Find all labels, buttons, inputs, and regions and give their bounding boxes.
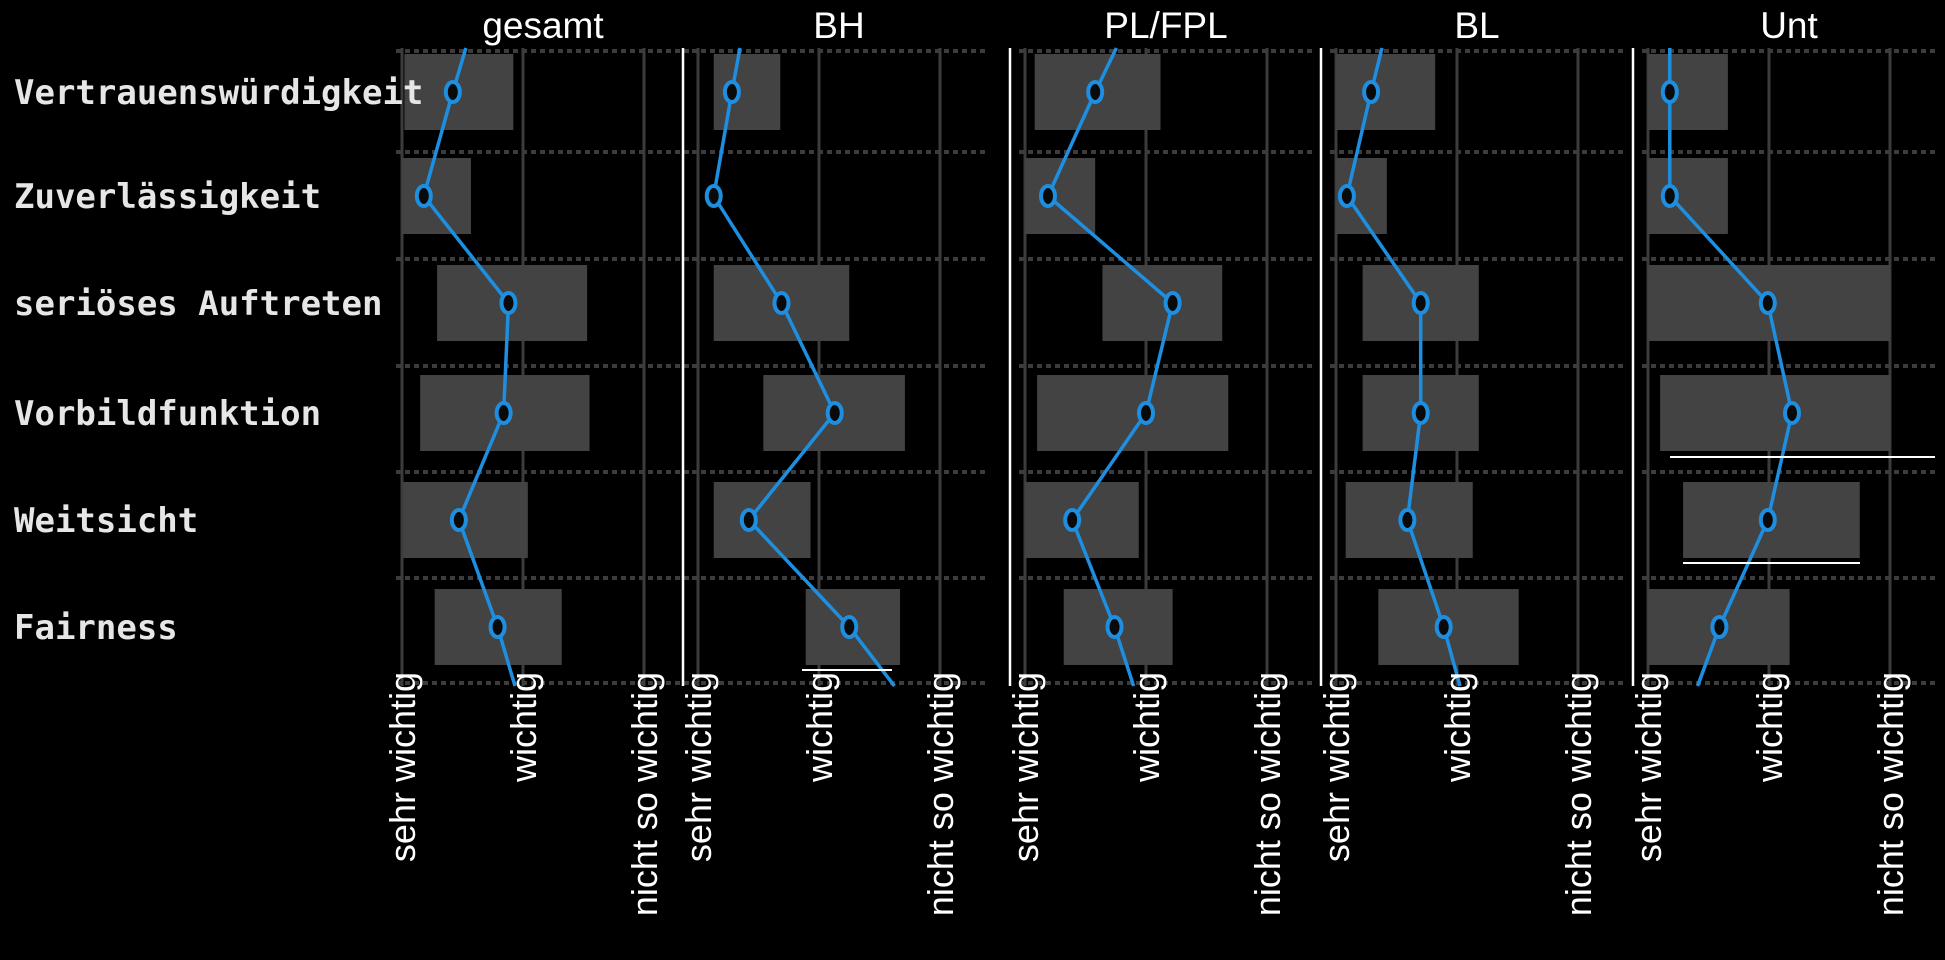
series-line-pl-fpl	[1045, 47, 1175, 687]
data-point-bh-serioses-auftreten	[772, 291, 791, 315]
tick-label-wichtig: wichtig	[1749, 672, 1790, 783]
range-bars	[402, 54, 1890, 665]
tick-label-sehr-wichtig: sehr wichtig	[678, 672, 719, 862]
tick-label-wichtig: wichtig	[799, 672, 840, 783]
tick-label-sehr-wichtig: sehr wichtig	[1628, 672, 1669, 862]
data-point-bh-vorbildfunktion	[825, 401, 844, 425]
data-point-unt-fairness	[1710, 615, 1729, 639]
range-bar-bh-weitsicht	[713, 482, 811, 558]
data-point-gesamt-vertrauenswurdigkeit	[443, 80, 462, 104]
tick-label-sehr-wichtig: sehr wichtig	[382, 672, 423, 862]
data-point-pl-fpl-zuverlassigkeit	[1038, 184, 1057, 208]
data-point-pl-fpl-weitsicht	[1063, 508, 1082, 532]
category-label-vorbildfunktion: Vorbildfunktion	[14, 394, 321, 434]
range-bar-pl-fpl-vorbildfunktion	[1037, 375, 1229, 451]
range-bar-unt-vertrauenswurdigkeit	[1648, 54, 1728, 130]
data-point-gesamt-vorbildfunktion	[494, 401, 513, 425]
data-point-gesamt-serioses-auftreten	[499, 291, 518, 315]
data-point-bl-fairness	[1434, 615, 1453, 639]
tick-label-nicht-so-wichtig: nicht so wichtig	[920, 672, 961, 916]
tick-label-nicht-so-wichtig: nicht so wichtig	[1870, 672, 1911, 916]
panel-title-unt: Unt	[1760, 5, 1818, 46]
tick-label-wichtig: wichtig	[1437, 672, 1478, 783]
panel-title-gesamt: gesamt	[482, 5, 604, 46]
data-point-pl-fpl-serioses-auftreten	[1163, 291, 1182, 315]
data-point-gesamt-weitsicht	[449, 508, 468, 532]
data-point-unt-vorbildfunktion	[1782, 401, 1801, 425]
tick-label-nicht-so-wichtig: nicht so wichtig	[624, 672, 665, 916]
data-point-pl-fpl-vertrauenswurdigkeit	[1086, 80, 1105, 104]
series-line-bh	[711, 47, 896, 688]
data-point-bh-vertrauenswurdigkeit	[722, 80, 741, 104]
data-point-pl-fpl-fairness	[1105, 615, 1124, 639]
tick-label-nicht-so-wichtig: nicht so wichtig	[1558, 672, 1599, 916]
category-label-zuverlassigkeit: Zuverlässigkeit	[14, 177, 321, 217]
series-line-bl	[1345, 47, 1462, 687]
data-point-bl-weitsicht	[1398, 508, 1417, 532]
data-point-unt-weitsicht	[1758, 508, 1777, 532]
range-bar-bl-vertrauenswurdigkeit	[1336, 54, 1436, 130]
range-bar-unt-vorbildfunktion	[1660, 375, 1890, 451]
data-point-gesamt-zuverlassigkeit	[414, 184, 433, 208]
labels: Vertrauenswürdigkeit Zuverlässigkeit seriö…	[14, 5, 1935, 916]
data-point-bl-serioses-auftreten	[1411, 291, 1430, 315]
category-label-serioses-auftreten: seriöses Auftreten	[14, 284, 382, 324]
series-line-unt	[1668, 48, 1794, 687]
panel-title-bh: BH	[813, 5, 864, 46]
tick-label-wichtig: wichtig	[503, 672, 544, 783]
data-point-bh-fairness	[840, 615, 859, 639]
data-point-bl-vorbildfunktion	[1411, 401, 1430, 425]
tick-label-sehr-wichtig: sehr wichtig	[1005, 672, 1046, 862]
data-point-gesamt-fairness	[488, 615, 507, 639]
range-bar-gesamt-zuverlassigkeit	[402, 158, 471, 234]
data-point-bl-zuverlassigkeit	[1337, 184, 1356, 208]
category-label-vertrauenswurdigkeit: Vertrauenswürdigkeit	[14, 73, 423, 113]
tick-label-nicht-so-wichtig: nicht so wichtig	[1247, 672, 1288, 916]
panel-title-bl: BL	[1454, 5, 1499, 46]
range-bar-pl-fpl-serioses-auftreten	[1102, 265, 1223, 341]
category-label-weitsicht: Weitsicht	[14, 501, 198, 541]
tick-label-sehr-wichtig: sehr wichtig	[1316, 672, 1357, 862]
series-lines	[414, 47, 1801, 688]
category-label-fairness: Fairness	[14, 608, 178, 648]
data-point-unt-zuverlassigkeit	[1660, 184, 1679, 208]
data-point-bl-vertrauenswurdigkeit	[1362, 80, 1381, 104]
grid	[396, 48, 1935, 686]
data-point-bh-weitsicht	[739, 508, 758, 532]
series-line-gesamt	[421, 47, 517, 687]
range-bar-unt-zuverlassigkeit	[1648, 158, 1728, 234]
data-point-unt-serioses-auftreten	[1758, 291, 1777, 315]
data-point-unt-vertrauenswurdigkeit	[1660, 80, 1679, 104]
tick-label-wichtig: wichtig	[1126, 672, 1167, 783]
data-point-pl-fpl-vorbildfunktion	[1137, 401, 1155, 425]
data-point-bh-zuverlassigkeit	[704, 184, 723, 208]
panel-title-pl-fpl: PL/FPL	[1104, 5, 1227, 46]
